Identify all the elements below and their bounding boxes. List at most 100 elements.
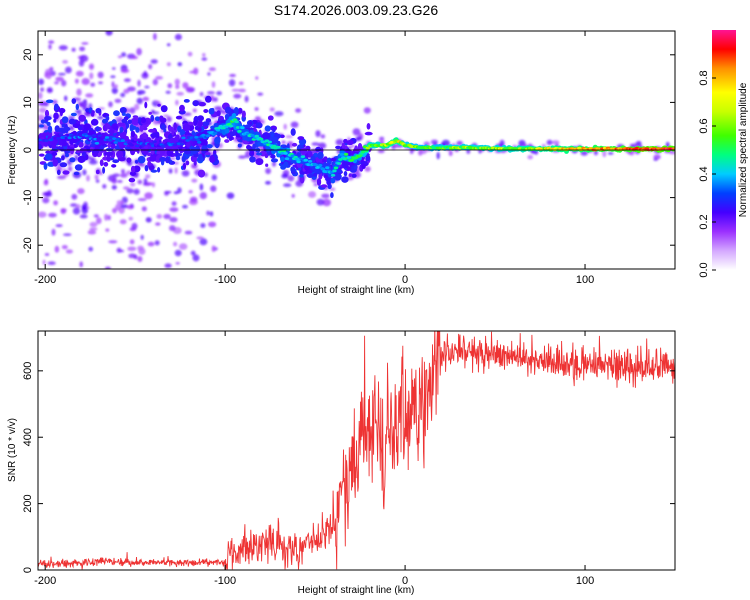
noise-blob <box>119 219 127 225</box>
spectrogram-x-label: Height of straight line (km) <box>298 285 415 296</box>
ridge-spread-blob <box>159 115 164 121</box>
ridge-spread-blob <box>89 147 94 152</box>
ridge-core-blob <box>296 160 301 164</box>
noise-blob <box>94 174 99 180</box>
noise-blob <box>173 191 179 195</box>
ridge-spread-blob <box>38 143 43 150</box>
ridge-core-blob <box>330 173 336 177</box>
ridge-core-blob <box>113 141 118 144</box>
noise-blob <box>116 200 125 205</box>
noise-blob <box>183 112 192 116</box>
ridge-spread-blob <box>218 115 225 121</box>
noise-blob <box>148 64 153 70</box>
ridge-spread-blob <box>111 164 117 168</box>
noise-blob <box>99 2 107 6</box>
noise-blob <box>607 152 614 155</box>
noise-blob <box>274 111 284 117</box>
noise-blob <box>85 93 94 98</box>
noise-blob <box>208 67 216 72</box>
noise-blob <box>137 256 143 262</box>
ridge-core-blob <box>161 144 166 148</box>
noise-blob <box>171 201 177 206</box>
ridge-spread-blob <box>193 119 198 126</box>
ridge-spread-blob <box>290 160 296 164</box>
ridge-spread-blob <box>156 151 161 155</box>
ridge-core-blob <box>94 141 100 145</box>
ridge-spread-blob <box>59 162 68 168</box>
noise-blob <box>136 6 142 12</box>
ridge-spread-blob <box>70 112 77 117</box>
ridge-envelope-blob <box>175 134 180 140</box>
ridge-spread-blob <box>149 155 157 162</box>
noise-blob <box>187 16 192 22</box>
ridge-core-blob <box>205 134 211 138</box>
ridge-spread-blob <box>334 169 343 174</box>
ridge-spread-blob <box>127 119 132 125</box>
colorbar-tick-label: 0.0 <box>698 262 710 277</box>
noise-blob <box>121 169 125 174</box>
noise-blob <box>144 85 150 89</box>
noise-blob <box>38 102 46 106</box>
spectrogram-y-ticks: -20 -10 0 10 20 <box>22 49 675 253</box>
noise-blob <box>113 84 119 89</box>
noise-blob <box>295 108 302 113</box>
noise-blob <box>95 179 100 183</box>
ridge-spread-blob <box>297 136 305 141</box>
ridge-spread-blob <box>148 111 152 115</box>
ridge-spread-blob <box>198 102 206 107</box>
ridge-spread-blob <box>40 119 46 124</box>
ridge-spread-blob <box>249 121 253 125</box>
noise-blob <box>211 245 216 253</box>
noise-blob <box>255 76 259 80</box>
ridge-spread-blob <box>53 112 59 120</box>
ridge-spread-blob <box>122 112 126 116</box>
ridge-spread-blob <box>112 159 120 164</box>
ridge-spread-blob <box>317 151 324 160</box>
ridge-spread-blob <box>224 113 230 120</box>
ridge-spread-blob <box>182 162 187 170</box>
ridge-spread-blob <box>130 117 139 125</box>
noise-blob <box>47 261 56 266</box>
noise-blob <box>185 86 195 92</box>
ridge-spread-blob <box>237 143 242 148</box>
noise-blob <box>129 239 135 245</box>
ridge-spread-blob <box>346 166 351 171</box>
ridge-core-blob <box>215 128 221 132</box>
ridge-core-blob <box>258 137 264 141</box>
snr-x-ticks: -200 -100 0 100 <box>34 331 594 587</box>
x-tick-label: -100 <box>214 575 236 587</box>
noise-blob <box>175 262 180 265</box>
noise-blob <box>211 81 216 88</box>
noise-blob <box>153 33 157 41</box>
noise-blob <box>145 174 151 179</box>
ridge-spread-blob <box>185 160 190 166</box>
colorbar: 0.0 0.2 0.4 0.6 0.8 Normalized spectral ampl… <box>698 30 749 278</box>
ridge-spread-blob <box>62 170 70 175</box>
ridge-core-blob <box>320 167 326 171</box>
ridge-core-blob <box>333 166 339 170</box>
noise-blob <box>315 130 321 138</box>
noise-blob <box>199 183 204 191</box>
ridge-spread-blob <box>209 155 216 163</box>
noise-blob <box>104 20 112 23</box>
y-tick-label: 20 <box>22 49 34 61</box>
noise-blob <box>88 246 93 252</box>
ridge-spread-blob <box>264 153 269 159</box>
noise-blob <box>101 16 108 21</box>
noise-blob <box>175 99 179 106</box>
noise-blob <box>208 221 217 228</box>
ridge-core-blob <box>201 133 206 137</box>
noise-blob <box>140 234 144 240</box>
noise-blob <box>88 15 95 22</box>
noise-blob <box>75 109 82 114</box>
ridge-spread-blob <box>74 164 83 171</box>
ridge-spread-blob <box>330 192 334 199</box>
colorbar-tick-label: 0.6 <box>698 118 710 133</box>
ridge-spread-blob <box>265 163 269 167</box>
ridge-envelope-blob <box>186 142 191 148</box>
noise-blob <box>156 214 163 219</box>
ridge-spread-blob <box>244 124 251 129</box>
noise-blob <box>107 215 111 221</box>
ridge-spread-blob <box>99 159 104 167</box>
